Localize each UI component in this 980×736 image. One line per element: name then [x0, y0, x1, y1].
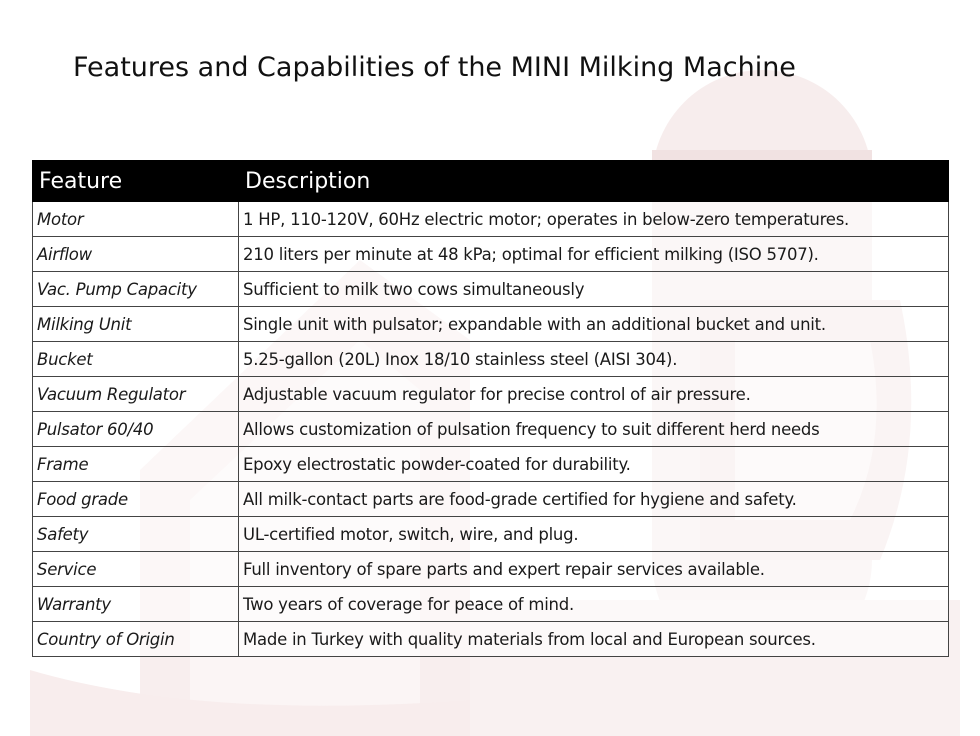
- feature-cell: Vac. Pump Capacity: [32, 271, 239, 307]
- header-feature: Feature: [32, 160, 239, 202]
- table-row: Milking Unit Single unit with pulsator; …: [32, 306, 949, 342]
- description-cell: Epoxy electrostatic powder-coated for du…: [238, 446, 949, 482]
- description-cell: UL-certified motor, switch, wire, and pl…: [238, 516, 949, 552]
- feature-cell: Motor: [32, 201, 239, 237]
- feature-cell: Vacuum Regulator: [32, 376, 239, 412]
- table-row: Safety UL-certified motor, switch, wire,…: [32, 516, 949, 552]
- feature-cell: Service: [32, 551, 239, 587]
- table-row: Bucket 5.25-gallon (20L) Inox 18/10 stai…: [32, 341, 949, 377]
- description-cell: Two years of coverage for peace of mind.: [238, 586, 949, 622]
- description-cell: All milk-contact parts are food-grade ce…: [238, 481, 949, 517]
- feature-cell: Milking Unit: [32, 306, 239, 342]
- description-cell: 1 HP, 110-120V, 60Hz electric motor; ope…: [238, 201, 949, 237]
- table-row: Country of Origin Made in Turkey with qu…: [32, 621, 949, 657]
- feature-cell: Safety: [32, 516, 239, 552]
- feature-cell: Country of Origin: [32, 621, 239, 657]
- feature-cell: Warranty: [32, 586, 239, 622]
- page-title: Features and Capabilities of the MINI Mi…: [73, 52, 796, 83]
- features-table: Feature Description Motor 1 HP, 110-120V…: [32, 160, 949, 657]
- description-cell: Made in Turkey with quality materials fr…: [238, 621, 949, 657]
- feature-cell: Pulsator 60/40: [32, 411, 239, 447]
- description-cell: Adjustable vacuum regulator for precise …: [238, 376, 949, 412]
- description-cell: Full inventory of spare parts and expert…: [238, 551, 949, 587]
- table-row: Pulsator 60/40 Allows customization of p…: [32, 411, 949, 447]
- table-row: Motor 1 HP, 110-120V, 60Hz electric moto…: [32, 201, 949, 237]
- table-row: Vacuum Regulator Adjustable vacuum regul…: [32, 376, 949, 412]
- description-cell: 5.25-gallon (20L) Inox 18/10 stainless s…: [238, 341, 949, 377]
- feature-cell: Airflow: [32, 236, 239, 272]
- feature-cell: Bucket: [32, 341, 239, 377]
- header-description: Description: [238, 160, 949, 202]
- description-cell: Allows customization of pulsation freque…: [238, 411, 949, 447]
- feature-cell: Food grade: [32, 481, 239, 517]
- table-header-row: Feature Description: [32, 160, 949, 202]
- description-cell: Sufficient to milk two cows simultaneous…: [238, 271, 949, 307]
- feature-cell: Frame: [32, 446, 239, 482]
- table-row: Frame Epoxy electrostatic powder-coated …: [32, 446, 949, 482]
- table-row: Warranty Two years of coverage for peace…: [32, 586, 949, 622]
- table-row: Airflow 210 liters per minute at 48 kPa;…: [32, 236, 949, 272]
- description-cell: Single unit with pulsator; expandable wi…: [238, 306, 949, 342]
- description-cell: 210 liters per minute at 48 kPa; optimal…: [238, 236, 949, 272]
- table-row: Service Full inventory of spare parts an…: [32, 551, 949, 587]
- table-row: Food grade All milk-contact parts are fo…: [32, 481, 949, 517]
- table-row: Vac. Pump Capacity Sufficient to milk tw…: [32, 271, 949, 307]
